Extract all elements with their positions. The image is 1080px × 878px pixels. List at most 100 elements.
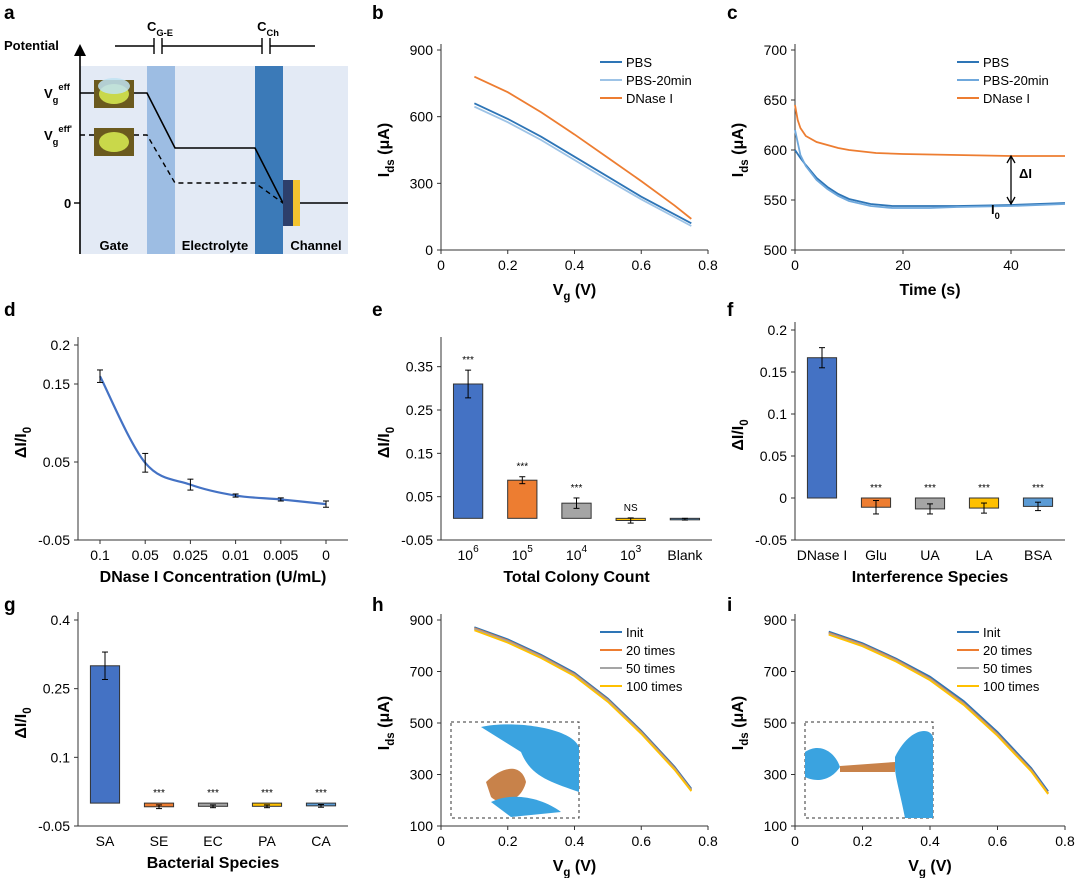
level-label-veff-prime-main: V — [44, 128, 53, 143]
series-line-2 — [794, 104, 1065, 157]
y-tick-label: 700 — [764, 664, 788, 680]
legend-label-1: PBS-20min — [983, 73, 1049, 88]
x-tick-label-1: SE — [150, 833, 169, 849]
capacitor-label-1-main: C — [257, 19, 267, 34]
x-tick-label-3-main: PA — [258, 833, 276, 849]
y-axis-title: ΔI/I0 — [13, 427, 34, 458]
y-tick-label: 500 — [764, 242, 788, 258]
y-axis-title: Ids (μA) — [730, 696, 751, 750]
region-label-gate: Gate — [100, 238, 129, 253]
y-tick-label: 100 — [410, 818, 434, 834]
x-tick-label-4-main: CA — [311, 833, 331, 849]
x-axis-title-main: DNase I Concentration (U/mL) — [100, 569, 327, 586]
glove-icon — [895, 731, 933, 818]
gate-electrode-1 — [99, 132, 129, 152]
capacitor-label-0-main: C — [147, 19, 157, 34]
y-tick-label: -0.05 — [38, 532, 70, 548]
x-axis-title: Total Colony Count — [503, 569, 650, 586]
x-tick-label-2-main: EC — [203, 833, 222, 849]
panel-label-f: f — [727, 300, 734, 321]
y-axis-title: Ids (μA) — [376, 696, 397, 750]
significance-label-0: *** — [462, 355, 474, 366]
x-axis-title: Time (s) — [899, 282, 960, 299]
x-tick-label-0-main: 10 — [458, 547, 474, 563]
delta-i-label-main: ΔI — [1019, 166, 1032, 181]
x-tick-label-4: BSA — [1024, 547, 1053, 563]
legend-label-0: Init — [626, 625, 644, 640]
delta-i-arrowhead-top — [1006, 154, 1016, 164]
y-tick-label: 900 — [764, 612, 788, 628]
flexible-device-icon — [840, 762, 895, 772]
panel-label-b: b — [372, 3, 384, 24]
y-tick-label: 900 — [410, 612, 434, 628]
series-line-0 — [99, 375, 327, 506]
x-axis-title-main: V — [553, 858, 564, 875]
y-axis-title-main: I — [376, 173, 393, 177]
y-axis-title: ΔI/I0 — [730, 419, 751, 450]
x-tick-label: 0.1 — [90, 547, 110, 563]
legend-label-0: PBS — [983, 55, 1009, 70]
x-axis-title-tail: (V) — [570, 858, 596, 875]
x-axis-title-main: Time (s) — [899, 282, 960, 299]
y-axis-title-sub: ds — [385, 732, 397, 745]
y-tick-label: 500 — [764, 715, 788, 731]
y-axis-title-tail: (μA) — [730, 123, 747, 159]
x-tick-label-1-main: Glu — [865, 547, 887, 563]
x-tick-label-2-main: 10 — [566, 547, 582, 563]
y-axis-title-tail: (μA) — [376, 123, 393, 159]
y-tick-label: 600 — [764, 142, 788, 158]
x-tick-label: 0.05 — [132, 547, 159, 563]
x-tick-label-1: Glu — [865, 547, 887, 563]
x-tick-label: 0.8 — [698, 257, 718, 273]
y-axis-title-sub: 0 — [22, 427, 34, 433]
x-axis-title-sub: g — [919, 867, 926, 878]
legend-label-2: 50 times — [626, 661, 676, 676]
x-tick-label: 0 — [791, 257, 799, 273]
legend-label-1: 20 times — [626, 643, 676, 658]
panel-label-g: g — [4, 595, 16, 616]
y-tick-label: 0.2 — [768, 322, 788, 338]
significance-label-4: *** — [1032, 483, 1044, 494]
x-tick-label-3: 103 — [620, 544, 642, 563]
potential-axis-label: Potential — [4, 38, 59, 53]
channel-interface — [255, 66, 283, 254]
level-label-veff-prime-sup: eff' — [58, 124, 72, 134]
x-axis-title: Vg (V) — [553, 282, 597, 303]
y-axis-title: ΔI/I0 — [376, 427, 397, 458]
y-tick-label: 600 — [410, 109, 434, 125]
y-tick-label: 300 — [410, 767, 434, 783]
delta-i-label: ΔI — [1019, 166, 1032, 181]
panel-f: -0.05 0 0.05 0.1 0.15 0.2 DNase I *** Glu *** UA **… — [730, 322, 1065, 586]
i0-label: I0 — [991, 202, 1000, 221]
series-line-1 — [794, 129, 1066, 209]
legend-label-2: DNase I — [983, 91, 1030, 106]
y-axis-title-sub: ds — [385, 159, 397, 172]
x-tick-label-2-sup: 4 — [581, 544, 587, 555]
y-tick-label: -0.05 — [401, 532, 433, 548]
panel-i: 0 0.2 0.4 0.6 0.8 100 300 500 700 900 Vg (V) Ids (μ… — [730, 612, 1075, 878]
significance-label-1: *** — [870, 483, 882, 494]
legend-label-0: Init — [983, 625, 1001, 640]
capacitor-label-1-sub: Ch — [266, 28, 279, 38]
x-tick-label: 0.8 — [698, 833, 718, 849]
panel-label-h: h — [372, 595, 384, 616]
flexible-device-icon — [486, 768, 526, 802]
y-axis-title-sub: ds — [739, 732, 751, 745]
y-axis-title-sub: ds — [739, 159, 751, 172]
significance-label-3: *** — [978, 483, 990, 494]
bar-0 — [89, 665, 121, 804]
x-tick-label-3: PA — [258, 833, 276, 849]
y-tick-label: 0.15 — [760, 364, 787, 380]
x-tick-label-0-sup: 6 — [473, 544, 479, 555]
droplet-icon — [98, 78, 130, 94]
x-tick-label-3: LA — [975, 547, 993, 563]
legend-label-1: 20 times — [983, 643, 1033, 658]
gate-electrolyte-interface — [147, 66, 175, 254]
x-tick-label-2: EC — [203, 833, 222, 849]
x-axis-title-tail: (V) — [570, 282, 596, 299]
x-axis-title: Bacterial Species — [147, 855, 280, 872]
x-axis-title: DNase I Concentration (U/mL) — [100, 569, 327, 586]
level-label-veff-prime-sub: g — [53, 137, 59, 147]
level-label-veff-main: V — [44, 86, 53, 101]
x-tick-label-4: Blank — [667, 547, 703, 563]
